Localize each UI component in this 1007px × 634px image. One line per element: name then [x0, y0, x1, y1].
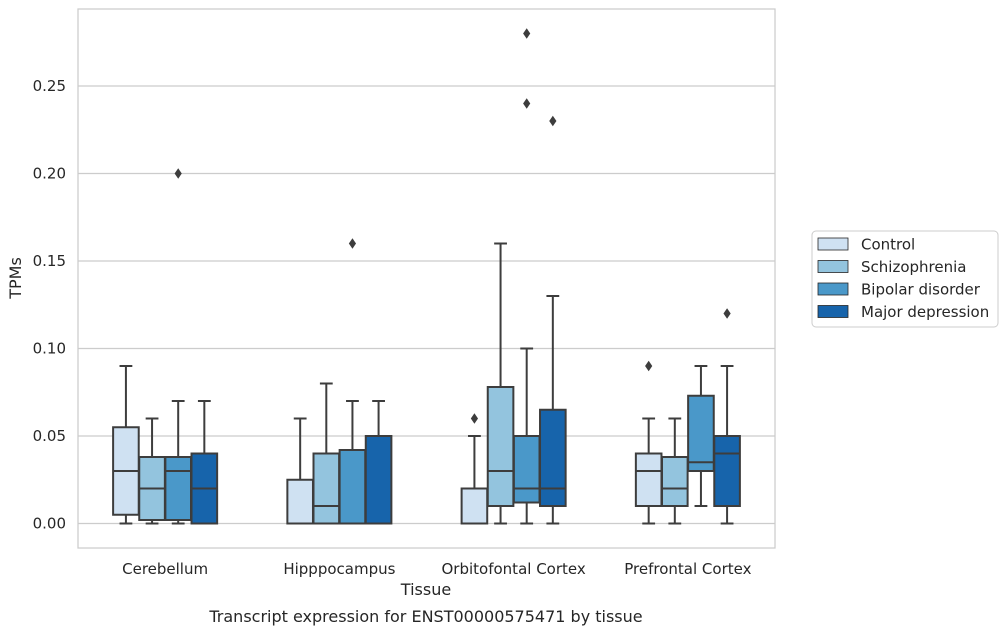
y-tick-label: 0.15: [33, 252, 66, 270]
box: [138, 417, 166, 525]
legend-frame: [811, 230, 999, 328]
legend-swatch: [817, 305, 849, 318]
legend-label: Schizophrenia: [861, 258, 966, 276]
legend-swatch: [817, 237, 849, 251]
box-body: [164, 456, 193, 521]
box: [660, 417, 689, 525]
box: [713, 308, 741, 525]
box-body: [512, 435, 541, 504]
box-body: [539, 408, 567, 507]
y-tick-label: 0.05: [33, 427, 66, 445]
box-body: [660, 456, 689, 507]
box: [486, 242, 515, 525]
outlier-point: [523, 98, 531, 109]
plot-frame: [77, 8, 776, 549]
box-body: [364, 435, 393, 525]
y-tick-label: 0.25: [33, 77, 66, 95]
y-tick-label: 0.20: [33, 165, 66, 183]
outlier-point: [645, 360, 653, 372]
box-body: [286, 478, 314, 525]
x-tick-label: Hipppocampus: [283, 560, 395, 578]
outlier-point: [523, 28, 531, 39]
legend-entry: Major depression: [817, 303, 989, 321]
box-body: [634, 452, 663, 507]
outlier-point: [549, 115, 557, 127]
box: [338, 238, 367, 525]
legend: Control Schizophrenia Bipolar disorder Majo…: [811, 230, 999, 328]
legend-label: Control: [861, 236, 915, 254]
box-body: [687, 394, 715, 472]
x-tick-label: Orbitofontal Cortex: [442, 560, 586, 578]
box: [112, 365, 140, 525]
box: [312, 382, 341, 525]
legend-entry: Schizophrenia: [817, 258, 966, 276]
legend-label: Bipolar disorder: [861, 281, 981, 299]
y-tick-label: 0.00: [33, 515, 66, 533]
box: [190, 400, 219, 525]
box: [512, 28, 541, 525]
legend-swatch: [817, 260, 849, 273]
legend-swatch: [817, 282, 849, 296]
legend-entry: Control: [817, 236, 915, 254]
outlier-point: [470, 413, 479, 424]
legend-label: Major depression: [861, 303, 989, 321]
legend-entry: Bipolar disorder: [817, 281, 981, 299]
x-axis-label: Tissue: [400, 580, 451, 599]
box: [164, 168, 193, 525]
box-body: [713, 435, 741, 507]
box: [539, 115, 567, 525]
outlier-point: [723, 308, 731, 319]
box-body: [338, 449, 367, 525]
outlier-point: [174, 168, 182, 179]
box-body: [312, 452, 341, 525]
x-tick-label: Cerebellum: [122, 560, 208, 578]
outlier-point: [348, 238, 357, 249]
chart-title: Transcript expression for ENST0000057547…: [208, 607, 642, 626]
y-tick-label: 0.10: [33, 340, 66, 358]
series-bipolar-disorder: [164, 28, 715, 525]
box-body: [486, 386, 515, 507]
x-tick-label: Prefrontal Cortex: [624, 560, 751, 578]
series-major-depression: [190, 115, 741, 525]
box-body: [460, 487, 489, 525]
x-tick-labels: Cerebellum Hipppocampus Orbitofontal Corte…: [122, 560, 751, 578]
box: [687, 365, 715, 507]
y-axis-label: TPMs: [6, 257, 25, 300]
box-series: [112, 28, 741, 525]
box: [364, 400, 393, 525]
series-schizophrenia: [138, 242, 689, 525]
y-tick-labels: 0.00 0.05 0.10 0.15 0.20 0.25: [33, 77, 66, 533]
box: [460, 413, 489, 525]
